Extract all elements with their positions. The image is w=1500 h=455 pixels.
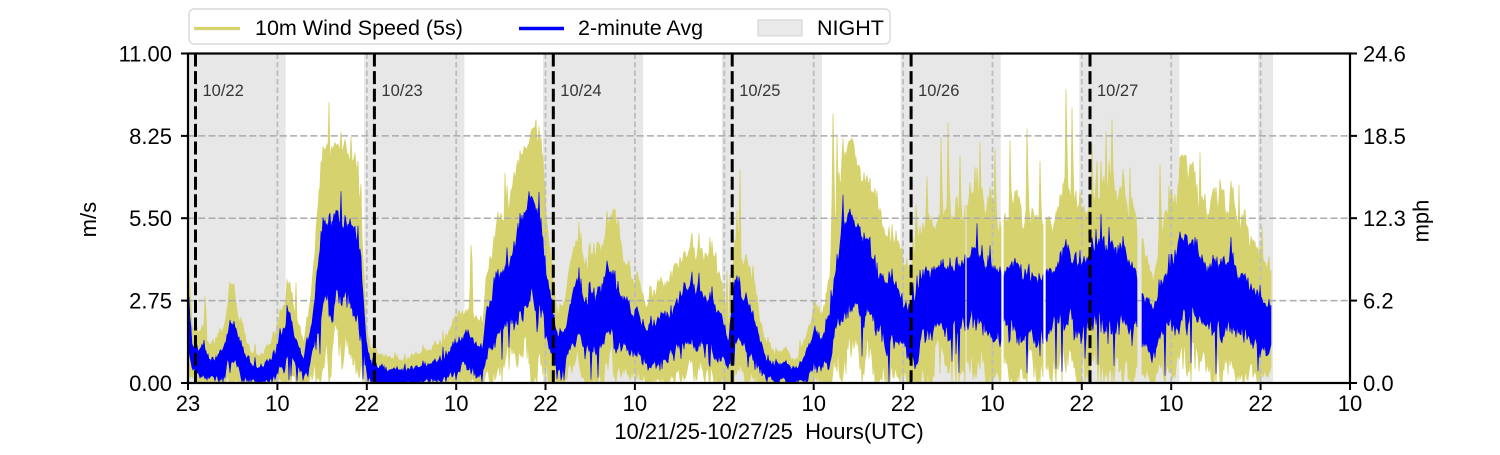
svg-text:m/s: m/s (76, 202, 101, 237)
svg-text:10/26: 10/26 (918, 82, 959, 100)
svg-text:5.50: 5.50 (129, 206, 172, 231)
svg-text:6.2: 6.2 (1363, 289, 1394, 314)
svg-text:10: 10 (801, 391, 825, 416)
svg-text:22: 22 (1070, 391, 1094, 416)
svg-text:24.6: 24.6 (1363, 42, 1406, 67)
svg-text:22: 22 (533, 391, 557, 416)
svg-text:8.25: 8.25 (129, 124, 172, 149)
svg-text:10: 10 (1159, 391, 1183, 416)
svg-text:11.00: 11.00 (119, 42, 172, 67)
svg-text:22: 22 (712, 391, 736, 416)
svg-text:2.75: 2.75 (129, 289, 172, 314)
svg-text:10/23: 10/23 (381, 82, 422, 100)
svg-text:22: 22 (1248, 391, 1272, 416)
svg-text:NIGHT: NIGHT (817, 16, 884, 40)
svg-text:0.00: 0.00 (129, 371, 172, 396)
svg-text:18.5: 18.5 (1363, 124, 1406, 149)
svg-text:10/25: 10/25 (739, 82, 780, 100)
svg-text:10: 10 (265, 391, 289, 416)
svg-text:23: 23 (176, 391, 200, 416)
svg-text:2-minute Avg: 2-minute Avg (578, 16, 703, 40)
svg-text:10: 10 (444, 391, 468, 416)
svg-text:10/24: 10/24 (560, 82, 601, 100)
svg-text:10/21/25-10/27/25 Hours(UTC): 10/21/25-10/27/25 Hours(UTC) (614, 419, 923, 444)
svg-text:10/22: 10/22 (203, 82, 244, 100)
svg-text:10: 10 (980, 391, 1004, 416)
svg-text:10m Wind Speed (5s): 10m Wind Speed (5s) (255, 16, 463, 40)
svg-text:22: 22 (891, 391, 915, 416)
svg-text:12.3: 12.3 (1363, 206, 1406, 231)
svg-text:0.0: 0.0 (1363, 371, 1394, 396)
svg-text:10: 10 (1338, 391, 1362, 416)
svg-text:10/27: 10/27 (1097, 82, 1138, 100)
svg-text:10: 10 (623, 391, 647, 416)
svg-text:22: 22 (355, 391, 379, 416)
svg-text:mph: mph (1409, 200, 1434, 243)
